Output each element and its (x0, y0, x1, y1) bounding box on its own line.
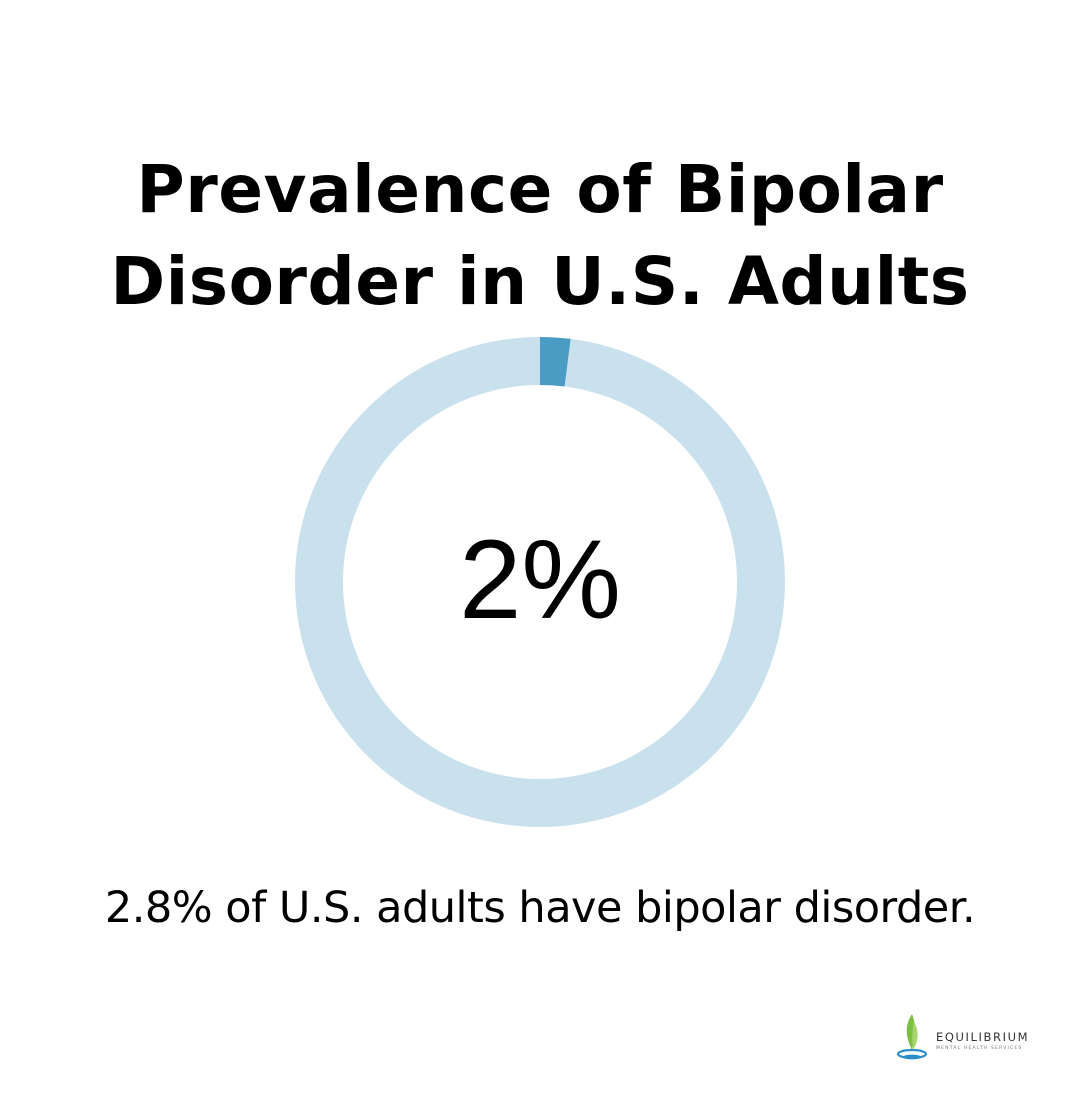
donut-chart (290, 332, 790, 832)
chart-title: Prevalence of Bipolar Disorder in U.S. A… (0, 144, 1080, 328)
chart-caption: 2.8% of U.S. adults have bipolar disorde… (104, 883, 976, 933)
equilibrium-logo: EQUILIBRIUM MENTAL HEALTH SERVICES (892, 1010, 1042, 1066)
flame-leaf-icon (896, 1014, 928, 1060)
donut-svg (295, 337, 785, 827)
logo-tagline: MENTAL HEALTH SERVICES (936, 1046, 1023, 1051)
center-value-label: 2% (459, 517, 621, 642)
title-line-1: Prevalence of Bipolar (136, 151, 944, 229)
title-line-2: Disorder in U.S. Adults (110, 243, 970, 321)
logo-name: EQUILIBRIUM (936, 1030, 1030, 1044)
donut-slice-highlight (540, 337, 571, 387)
